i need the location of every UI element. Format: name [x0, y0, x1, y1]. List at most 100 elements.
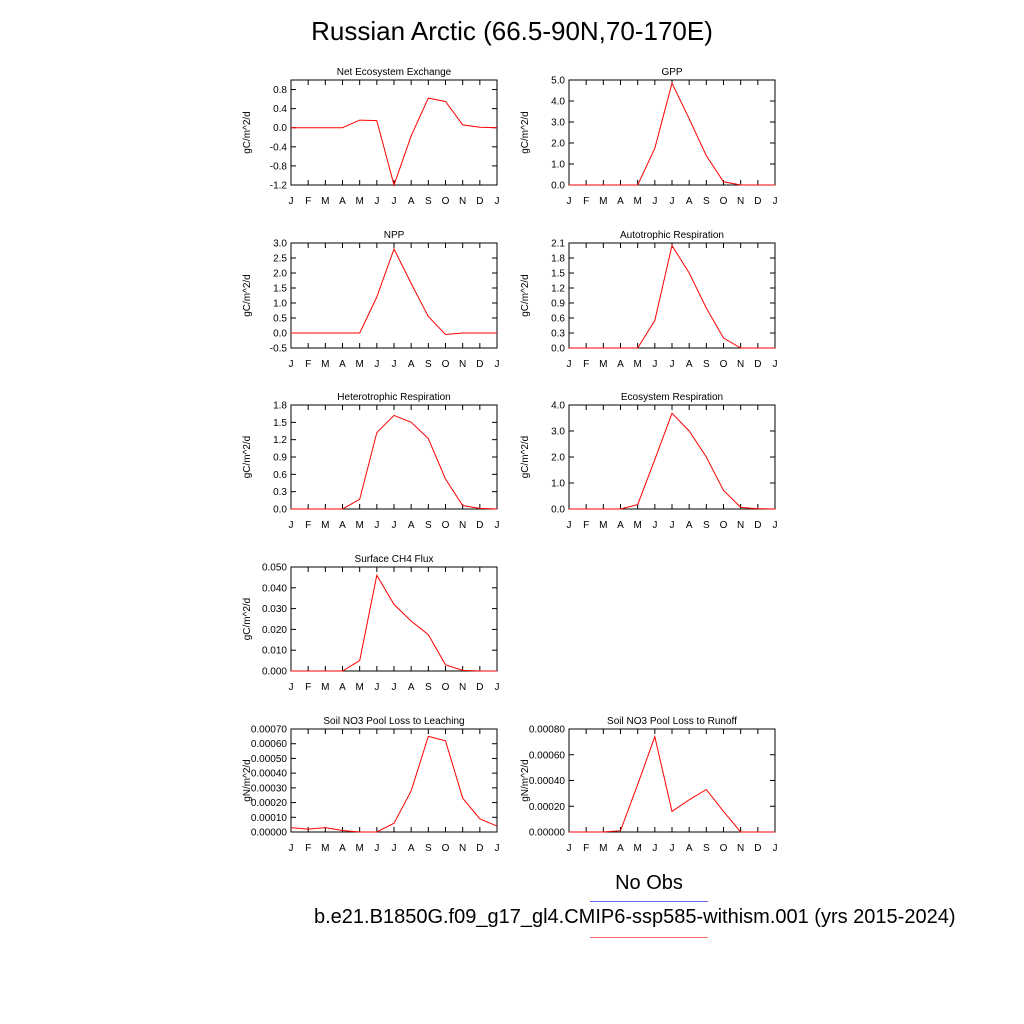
x-tick-label: J	[670, 843, 675, 854]
series-line	[569, 244, 775, 349]
x-tick-label: F	[583, 359, 589, 370]
x-tick-label: J	[652, 196, 657, 207]
y-tick-label: 1.2	[273, 435, 287, 446]
x-tick-label: S	[703, 843, 710, 854]
y-tick-label: 0.00020	[251, 798, 288, 809]
data-point	[290, 332, 292, 334]
x-tick-label: D	[476, 359, 483, 370]
x-tick-label: M	[633, 843, 641, 854]
x-tick-label: O	[442, 359, 450, 370]
data-point	[723, 811, 725, 813]
x-tick-label: M	[321, 196, 329, 207]
x-tick-label: M	[599, 520, 607, 531]
data-point	[325, 827, 327, 829]
data-point	[307, 332, 309, 334]
y-tick-label: -0.8	[270, 161, 288, 172]
data-point	[774, 508, 776, 510]
data-point	[740, 184, 742, 186]
data-point	[359, 660, 361, 662]
y-tick-label: 1.5	[273, 284, 287, 295]
y-tick-label: 0.0	[273, 329, 287, 340]
data-point	[325, 508, 327, 510]
x-tick-label: O	[720, 843, 728, 854]
x-tick-label: J	[374, 196, 379, 207]
x-tick-label: J	[670, 359, 675, 370]
x-tick-label: A	[617, 196, 624, 207]
data-point	[410, 620, 412, 622]
data-point	[496, 825, 498, 827]
data-point	[359, 119, 361, 121]
y-tick-label: 0.00000	[529, 828, 566, 839]
data-point	[603, 347, 605, 349]
x-tick-label: A	[339, 196, 346, 207]
y-tick-label: 0.0	[551, 505, 565, 516]
series-line	[291, 573, 497, 672]
plot-frame	[568, 79, 776, 186]
x-tick-label: M	[633, 196, 641, 207]
x-tick-label: O	[442, 196, 450, 207]
series-line	[291, 414, 498, 510]
x-tick-label: O	[720, 196, 728, 207]
data-point	[620, 347, 622, 349]
panel-8: Soil NO3 Pool Loss to LeachinggN/m^2/d0.…	[242, 716, 500, 854]
x-tick-label: D	[754, 520, 761, 531]
x-tick-label: A	[686, 520, 693, 531]
data-point	[671, 811, 673, 813]
x-tick-label: M	[599, 359, 607, 370]
data-point	[585, 184, 587, 186]
y-tick-label: 1.8	[273, 401, 287, 412]
legend-title: No Obs	[615, 872, 683, 894]
x-tick-label: J	[567, 843, 572, 854]
x-tick-label: J	[392, 843, 397, 854]
x-tick-label: J	[670, 196, 675, 207]
x-tick-label: N	[459, 520, 466, 531]
data-point	[290, 508, 292, 510]
x-tick-label: M	[321, 682, 329, 693]
x-tick-label: M	[321, 520, 329, 531]
x-tick-label: A	[686, 359, 693, 370]
y-tick-label: 0.0	[551, 181, 565, 192]
data-point	[428, 97, 430, 99]
panel-title: Surface CH4 Flux	[355, 554, 434, 565]
x-tick-label: A	[408, 359, 415, 370]
x-tick-label: J	[567, 520, 572, 531]
x-tick-label: J	[670, 520, 675, 531]
x-tick-label: N	[737, 359, 744, 370]
data-point	[568, 831, 570, 833]
data-point	[342, 670, 344, 672]
data-point	[496, 332, 498, 334]
x-tick-label: M	[599, 843, 607, 854]
data-point	[688, 799, 690, 801]
series-line	[569, 81, 775, 186]
data-point	[445, 740, 447, 742]
y-axis-label: gC/m^2/d	[242, 274, 253, 317]
x-tick-label: J	[773, 843, 778, 854]
x-tick-label: O	[442, 843, 450, 854]
y-tick-label: 1.0	[551, 479, 565, 490]
y-tick-label: 2.0	[273, 269, 287, 280]
y-axis-label: gC/m^2/d	[520, 111, 531, 154]
x-tick-label: O	[720, 520, 728, 531]
data-point	[307, 670, 309, 672]
data-point	[496, 127, 498, 129]
data-point	[603, 184, 605, 186]
data-point	[637, 784, 639, 786]
panel-title: Ecosystem Respiration	[621, 392, 723, 403]
data-point	[757, 184, 759, 186]
panel-title: Soil NO3 Pool Loss to Runoff	[607, 716, 737, 727]
x-tick-label: S	[703, 520, 710, 531]
data-point	[479, 508, 481, 510]
x-tick-label: N	[459, 196, 466, 207]
panel-title: Net Ecosystem Exchange	[337, 67, 452, 78]
data-point	[688, 118, 690, 120]
x-tick-label: J	[495, 843, 500, 854]
data-point	[479, 332, 481, 334]
x-tick-label: J	[495, 196, 500, 207]
data-point	[757, 347, 759, 349]
panel-4: Autotrophic Respiration gC/m^2/d 2.1 1.8 1.5…	[520, 230, 778, 370]
data-point	[445, 664, 447, 666]
y-tick-label: -1.2	[270, 181, 288, 192]
x-tick-label: A	[339, 682, 346, 693]
